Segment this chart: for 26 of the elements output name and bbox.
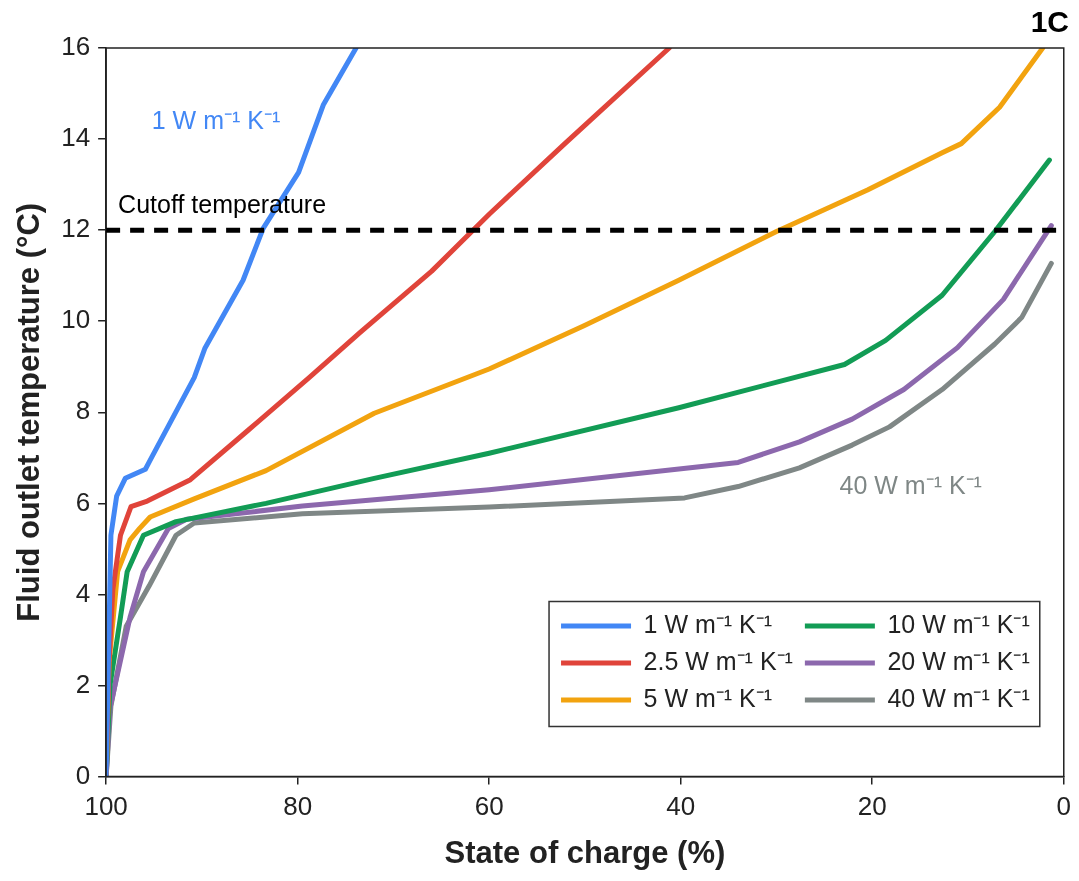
x-axis-title: State of charge (%) <box>444 834 726 870</box>
y-tick-label: 14 <box>61 122 91 153</box>
x-tick-label: 0 <box>1056 791 1071 822</box>
x-tick-label: 40 <box>666 791 696 822</box>
legend-label: 20 W m⁻¹ K⁻¹ <box>887 646 1030 675</box>
y-tick-label: 16 <box>61 31 91 62</box>
x-tick-label: 60 <box>474 791 504 822</box>
annotation: 40 W m⁻¹ K⁻¹ <box>839 470 982 499</box>
y-tick-label: 8 <box>75 395 91 426</box>
y-tick-label: 4 <box>75 577 91 608</box>
x-tick-label: 100 <box>84 791 128 822</box>
y-tick-label: 12 <box>61 213 91 244</box>
legend-label: 40 W m⁻¹ K⁻¹ <box>887 683 1030 712</box>
annotation: 1 W m⁻¹ K⁻¹ <box>151 106 281 135</box>
legend-label: 2.5 W m⁻¹ K⁻¹ <box>643 646 793 675</box>
legend-label: 5 W m⁻¹ K⁻¹ <box>643 683 773 712</box>
y-tick-label: 2 <box>75 668 91 699</box>
legend-label: 10 W m⁻¹ K⁻¹ <box>887 609 1030 638</box>
y-axis-title: Fluid outlet temperature (°C) <box>11 202 47 622</box>
x-tick-label: 20 <box>857 791 887 822</box>
chart-title: 1C <box>1030 5 1069 39</box>
y-tick-label: 0 <box>75 759 91 790</box>
y-tick-label: 6 <box>75 486 91 517</box>
y-tick-label: 10 <box>61 304 91 335</box>
legend-label: 1 W m⁻¹ K⁻¹ <box>643 609 773 638</box>
x-tick-label: 80 <box>283 791 313 822</box>
